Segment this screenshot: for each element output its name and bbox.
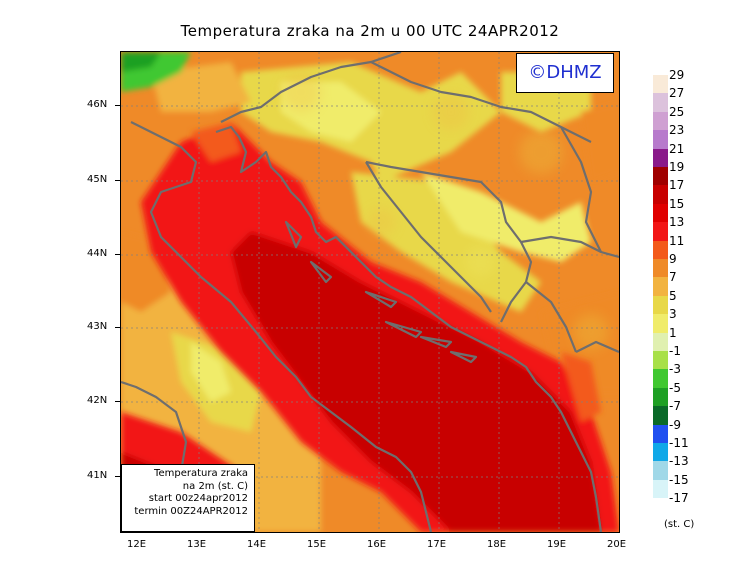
legend-swatch — [653, 498, 668, 518]
legend-label: 9 — [669, 252, 677, 266]
legend-label: -15 — [669, 472, 689, 487]
info-line-3: start 00z24apr2012 — [148, 493, 248, 504]
legend-swatch — [653, 424, 668, 444]
info-line-2: na 2m (st. C) — [182, 480, 248, 492]
legend-swatch — [653, 75, 668, 94]
lon-label-20e: 20E — [607, 539, 627, 550]
legend-swatch — [653, 203, 668, 223]
legend-label: 13 — [669, 215, 685, 230]
lat-label-46n: 46N — [87, 99, 108, 110]
info-line-1: Temperatura zraka — [154, 468, 248, 479]
lon-label-14e: 14E — [247, 539, 267, 550]
lat-tick — [115, 105, 120, 106]
legend-label: 3 — [669, 307, 677, 322]
legend-swatch — [653, 479, 668, 499]
legend-label: 11 — [669, 233, 685, 248]
legend-swatch — [653, 111, 668, 131]
legend-swatch — [653, 222, 668, 242]
coastlines-and-borders — [121, 52, 619, 532]
legend-swatch — [653, 167, 668, 186]
legend-label: 27 — [669, 86, 685, 101]
legend-swatch — [653, 130, 668, 150]
legend-label: -13 — [669, 454, 689, 469]
lat-tick — [115, 476, 120, 477]
lon-label-16e: 16E — [367, 539, 387, 550]
legend-swatch — [653, 332, 668, 352]
legend-label: 7 — [669, 270, 677, 285]
lon-label-13e: 13E — [187, 539, 207, 550]
lon-label-19e: 19E — [547, 539, 567, 550]
lat-tick — [115, 401, 120, 402]
lat-label-42n: 42N — [87, 395, 108, 406]
legend-swatch — [653, 277, 668, 297]
graticule — [121, 52, 619, 532]
legend-swatch — [653, 387, 668, 407]
info-line-4: termin 00Z24APR2012 — [134, 505, 248, 517]
legend-swatch — [653, 259, 668, 278]
lat-tick — [115, 327, 120, 328]
lat-label-41n: 41N — [87, 470, 108, 481]
legend-swatch — [653, 93, 668, 113]
legend-label: 25 — [669, 104, 685, 119]
legend-swatch — [653, 351, 668, 370]
lon-label-18e: 18E — [487, 539, 507, 550]
legend-label: 29 — [669, 68, 685, 82]
legend-swatch — [653, 369, 668, 389]
legend-label: 21 — [669, 141, 685, 156]
legend-label: 17 — [669, 178, 685, 193]
info-box: Temperatura zraka na 2m (st. C) start 00… — [121, 464, 255, 532]
legend-swatch — [653, 443, 668, 462]
lon-label-17e: 17E — [427, 539, 447, 550]
legend-label: -7 — [669, 399, 681, 414]
lon-label-12e: 12E — [127, 539, 147, 550]
legend-label: 19 — [669, 160, 685, 174]
legend-label: -5 — [669, 380, 681, 395]
legend-label: -3 — [669, 362, 681, 377]
lat-tick — [115, 254, 120, 255]
legend-unit: (st. C) — [664, 519, 695, 530]
legend-label: 1 — [669, 325, 677, 340]
legend-swatch — [653, 185, 668, 205]
lat-label-44n: 44N — [87, 248, 108, 259]
legend-label: -11 — [669, 436, 689, 450]
legend-swatch — [653, 148, 668, 168]
lat-label-45n: 45N — [87, 174, 108, 185]
lon-label-15e: 15E — [307, 539, 327, 550]
lat-tick — [115, 180, 120, 181]
dhmz-logo: ©DHMZ — [516, 53, 614, 93]
legend-swatch — [653, 406, 668, 426]
temperature-map — [120, 51, 620, 533]
legend-label: 15 — [669, 196, 685, 211]
map-title: Temperatura zraka na 2m u 00 UTC 24APR20… — [180, 22, 560, 40]
lat-label-43n: 43N — [87, 321, 108, 332]
legend-swatch — [653, 461, 668, 481]
legend-swatch — [653, 240, 668, 260]
legend-label: -1 — [669, 344, 681, 358]
legend-label: 5 — [669, 288, 677, 303]
legend-label: -9 — [669, 417, 681, 432]
legend-label: -17 — [669, 491, 689, 506]
legend-swatch — [653, 314, 668, 334]
legend-swatch — [653, 295, 668, 315]
legend-label: 23 — [669, 123, 685, 138]
